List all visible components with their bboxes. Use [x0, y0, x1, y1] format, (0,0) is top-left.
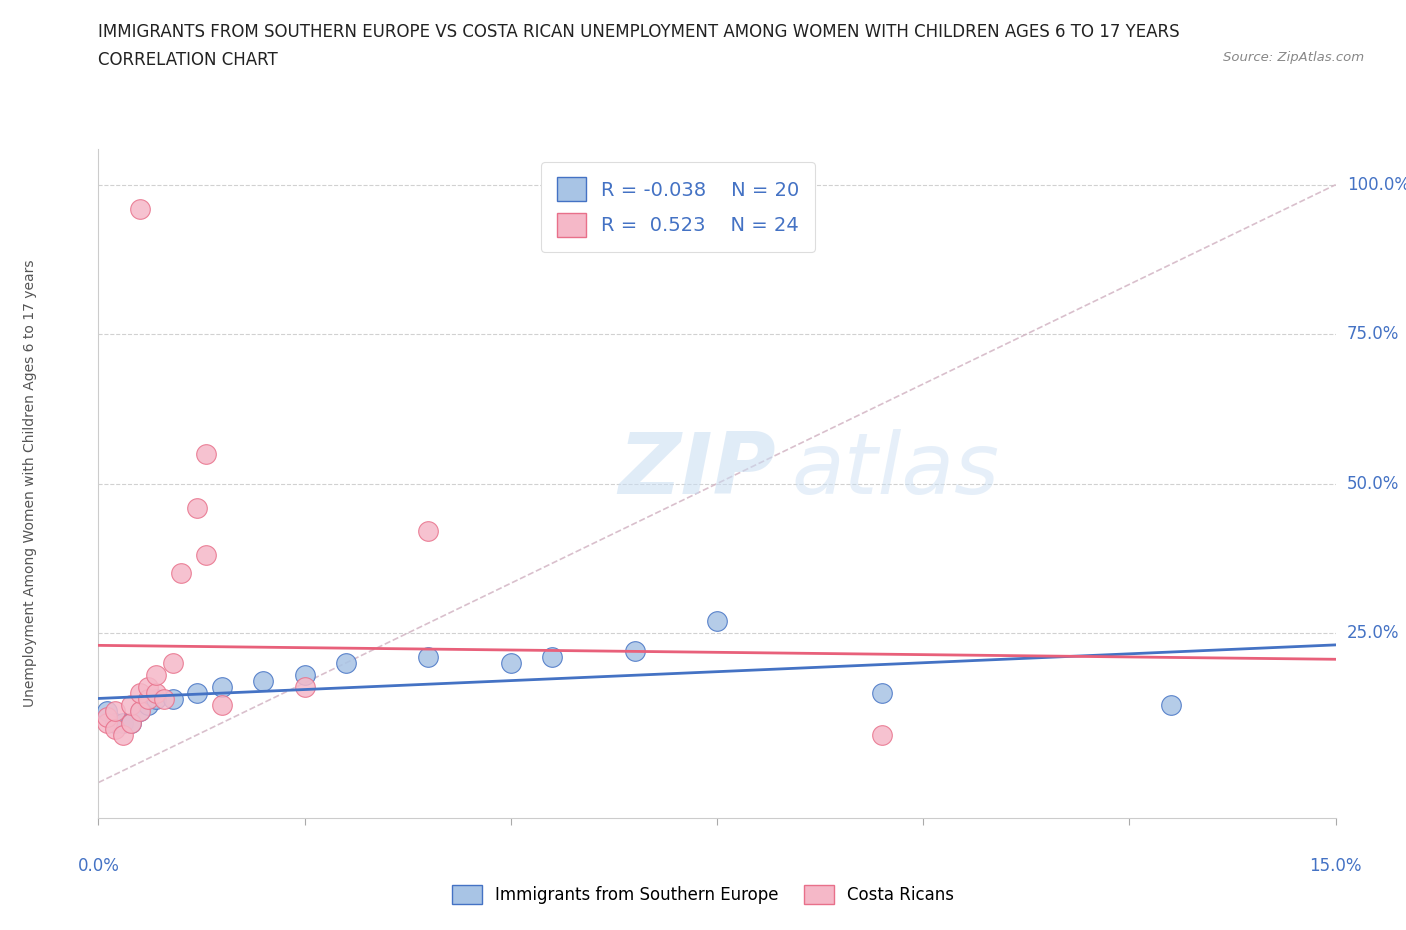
Text: Unemployment Among Women with Children Ages 6 to 17 years: Unemployment Among Women with Children A… — [24, 259, 38, 708]
Text: 50.0%: 50.0% — [1347, 474, 1399, 493]
Point — [294, 668, 316, 683]
Point — [145, 668, 167, 683]
Point — [104, 703, 127, 718]
Point — [136, 691, 159, 706]
Point — [112, 715, 135, 730]
Point — [162, 656, 184, 671]
Point — [162, 691, 184, 706]
Point — [211, 698, 233, 712]
Point — [170, 565, 193, 580]
Legend: Immigrants from Southern Europe, Costa Ricans: Immigrants from Southern Europe, Costa R… — [443, 876, 963, 912]
Point — [418, 524, 440, 538]
Text: 0.0%: 0.0% — [77, 857, 120, 875]
Point — [252, 673, 274, 688]
Point — [128, 201, 150, 216]
Point — [418, 649, 440, 664]
Point — [120, 698, 142, 712]
Point — [128, 703, 150, 718]
Point — [294, 680, 316, 695]
Point — [112, 727, 135, 742]
Point — [145, 685, 167, 700]
Point — [128, 703, 150, 718]
Point — [541, 649, 564, 664]
Point — [335, 656, 357, 671]
Point — [136, 680, 159, 695]
Point — [706, 614, 728, 629]
Point — [96, 703, 118, 718]
Point — [136, 698, 159, 712]
Point — [145, 691, 167, 706]
Text: atlas: atlas — [792, 429, 1000, 512]
Point — [623, 644, 645, 658]
Point — [104, 715, 127, 730]
Point — [186, 500, 208, 515]
Text: CORRELATION CHART: CORRELATION CHART — [98, 51, 278, 69]
Point — [128, 685, 150, 700]
Point — [186, 685, 208, 700]
Point — [120, 715, 142, 730]
Point — [194, 446, 217, 461]
Text: 75.0%: 75.0% — [1347, 326, 1399, 343]
Point — [96, 710, 118, 724]
Text: 15.0%: 15.0% — [1309, 857, 1362, 875]
Point — [153, 691, 176, 706]
Point — [194, 548, 217, 563]
Point — [499, 656, 522, 671]
Point — [870, 727, 893, 742]
Text: 100.0%: 100.0% — [1347, 176, 1406, 193]
Point — [104, 722, 127, 737]
Point — [870, 685, 893, 700]
Text: IMMIGRANTS FROM SOUTHERN EUROPE VS COSTA RICAN UNEMPLOYMENT AMONG WOMEN WITH CHI: IMMIGRANTS FROM SOUTHERN EUROPE VS COSTA… — [98, 23, 1180, 41]
Point — [211, 680, 233, 695]
Text: ZIP: ZIP — [619, 429, 776, 512]
Text: 25.0%: 25.0% — [1347, 624, 1399, 642]
Text: Source: ZipAtlas.com: Source: ZipAtlas.com — [1223, 51, 1364, 64]
Legend: R = -0.038    N = 20, R =  0.523    N = 24: R = -0.038 N = 20, R = 0.523 N = 24 — [541, 162, 815, 252]
Point — [1160, 698, 1182, 712]
Point — [96, 715, 118, 730]
Point — [120, 715, 142, 730]
